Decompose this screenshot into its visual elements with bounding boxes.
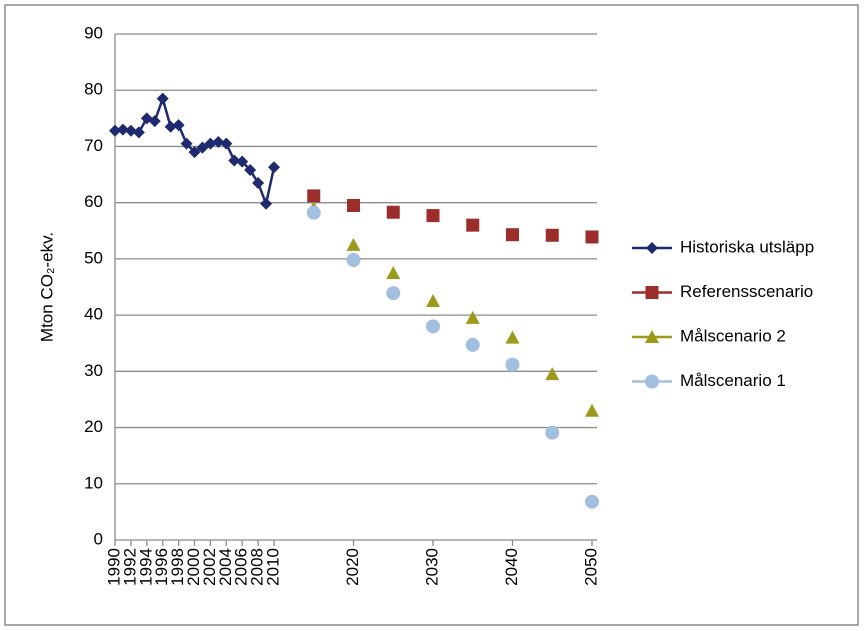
y-tick-label: 90 <box>84 23 103 42</box>
data-point <box>545 367 560 381</box>
data-point <box>212 135 225 148</box>
y-tick-label: 30 <box>84 361 103 380</box>
y-tick-label: 70 <box>84 136 103 155</box>
data-point <box>148 115 161 128</box>
y-tick-label: 20 <box>84 417 103 436</box>
data-point <box>220 137 233 150</box>
data-point <box>505 357 520 372</box>
x-tick-label: 2010 <box>263 548 282 586</box>
legend-marker <box>645 374 659 389</box>
y-tick-label: 60 <box>84 192 103 211</box>
x-tick-label: 2004 <box>216 548 235 586</box>
y-axis-label: Mton CO₂-ekv. <box>37 232 56 342</box>
legend-marker <box>646 242 658 254</box>
data-point <box>585 403 599 417</box>
data-point <box>585 494 599 509</box>
data-point <box>116 123 129 136</box>
x-tick-label: 2006 <box>232 548 251 586</box>
data-point <box>260 197 273 210</box>
data-point <box>307 189 321 203</box>
legend-label: Referensscenario <box>680 282 813 301</box>
data-point <box>505 330 520 344</box>
data-point <box>188 146 201 159</box>
data-point <box>426 294 440 308</box>
x-tick-label: 2050 <box>581 548 600 586</box>
legend-marker <box>645 286 659 299</box>
legend-label: Målscenario 1 <box>680 371 786 390</box>
data-point <box>545 425 560 440</box>
x-tick-label: 1998 <box>168 548 187 586</box>
data-point <box>506 228 519 242</box>
x-tick-label: 2040 <box>502 548 521 586</box>
data-point <box>164 120 177 133</box>
data-point <box>180 137 193 150</box>
data-point <box>132 126 145 139</box>
data-point <box>124 124 137 137</box>
data-point <box>465 337 480 352</box>
y-tick-label: 0 <box>94 529 103 548</box>
data-point <box>347 198 360 212</box>
data-point <box>466 218 480 232</box>
data-point <box>426 209 440 223</box>
data-point <box>204 137 217 150</box>
y-tick-label: 40 <box>84 305 103 324</box>
data-point <box>465 310 480 324</box>
data-point <box>585 230 599 244</box>
legend-marker <box>645 330 659 343</box>
data-point <box>244 164 257 177</box>
data-point <box>109 124 121 137</box>
x-tick-label: 1996 <box>152 548 171 586</box>
data-point <box>252 176 265 189</box>
data-point <box>156 92 169 105</box>
legend-label: Historiska utsläpp <box>680 237 814 256</box>
x-tick-label: 1990 <box>104 548 123 586</box>
data-point <box>426 319 440 334</box>
data-point <box>268 161 280 174</box>
data-point <box>228 154 241 167</box>
x-tick-label: 2008 <box>248 548 267 586</box>
data-point <box>386 265 401 279</box>
legend-label: Målscenario 2 <box>680 326 786 345</box>
x-tick-label: 1992 <box>120 548 139 586</box>
x-tick-label: 2002 <box>200 548 219 586</box>
data-point <box>306 205 321 220</box>
x-tick-label: 1994 <box>136 548 155 586</box>
data-point <box>386 205 400 219</box>
data-point <box>386 286 401 301</box>
y-tick-label: 50 <box>84 248 103 267</box>
data-point <box>172 119 185 132</box>
data-point <box>346 253 361 268</box>
data-point <box>346 237 361 251</box>
x-tick-label: 2030 <box>422 548 441 586</box>
y-tick-label: 80 <box>84 80 103 99</box>
x-tick-label: 2020 <box>343 548 362 586</box>
data-point <box>236 155 249 168</box>
x-tick-label: 2000 <box>184 548 203 586</box>
data-point <box>545 228 559 242</box>
y-tick-label: 10 <box>84 473 103 492</box>
